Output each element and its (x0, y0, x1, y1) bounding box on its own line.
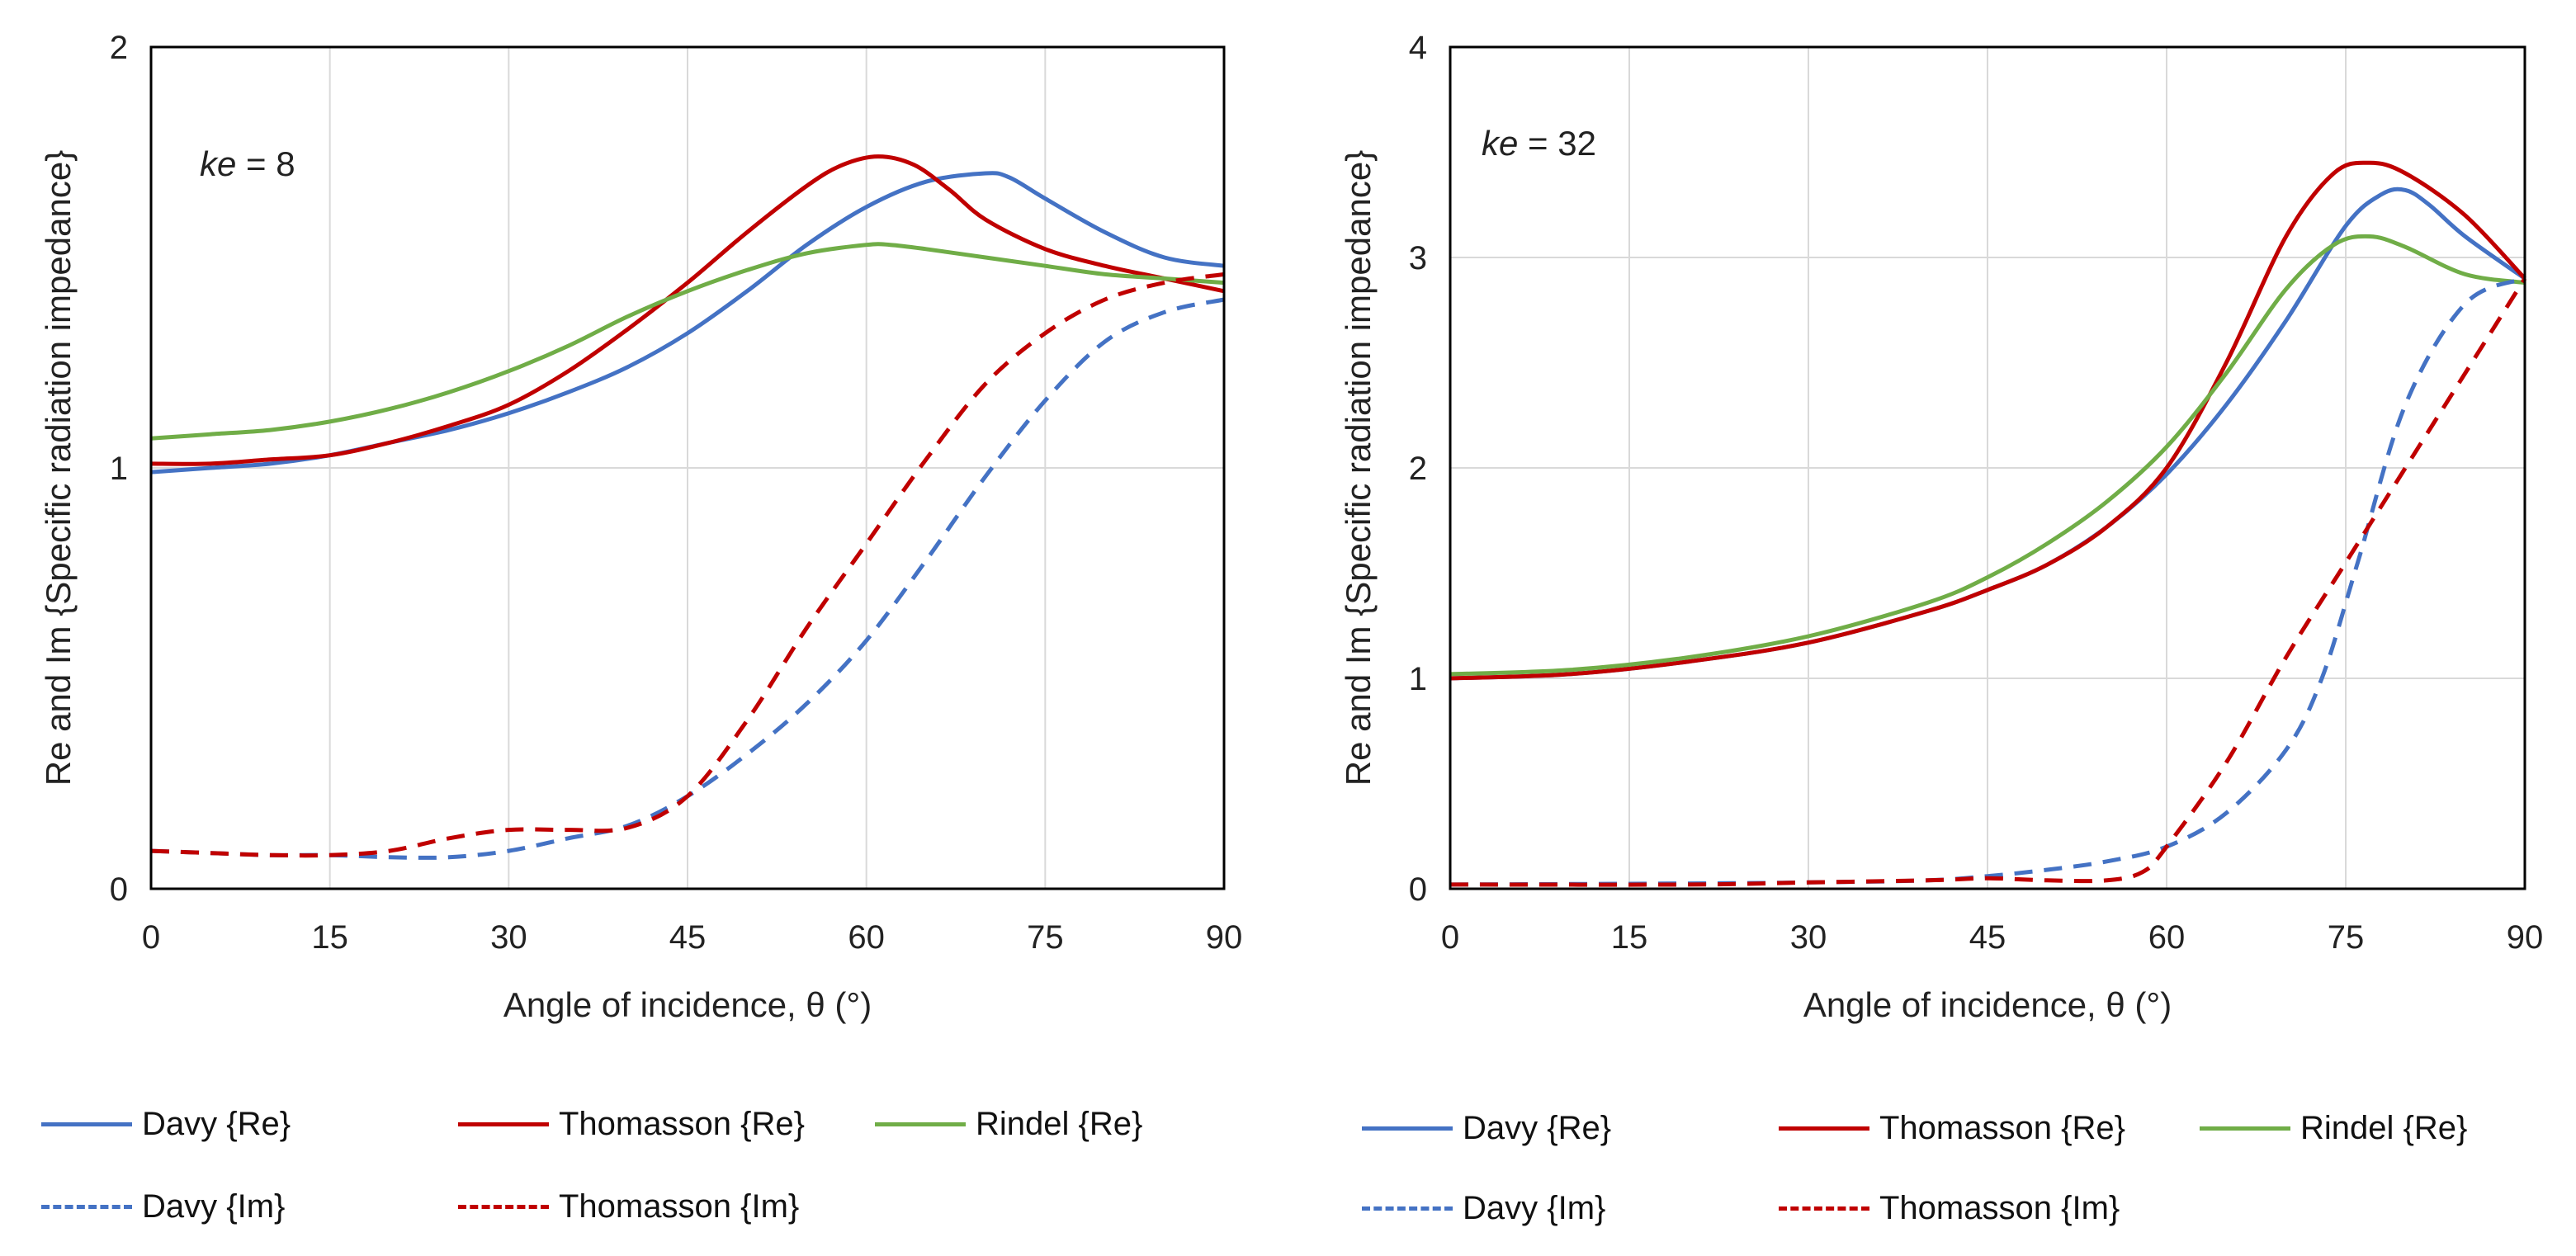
chart-ke8: 0 15 30 45 60 75 90 0 1 2 ke = 8 Angle of incide… (39, 30, 1242, 1024)
legend-swatch-rindel-re (2200, 1126, 2290, 1131)
chart-ke32-x-axis-label: Angle of incidence, θ (°) (1803, 985, 2172, 1024)
chart-ke8-y-tick-labels: 0 1 2 (110, 30, 128, 908)
chart-ke32: 0 15 30 45 60 75 90 0 1 2 3 4 ke = 32 Angle of inc… (1339, 30, 2543, 1024)
legend-item-rindel-re: Rindel {Re} (875, 1106, 1142, 1143)
legend-swatch-davy-re (41, 1122, 132, 1126)
legend-label: Rindel {Re} (976, 1106, 1143, 1142)
legend-item-thomasson-re: Thomasson {Re} (1779, 1110, 2125, 1147)
series-rindel-re (150, 242, 1225, 441)
legend-swatch-davy-im (1362, 1206, 1453, 1211)
y-tick-label: 2 (110, 30, 128, 66)
chart-ke8-plot-frame (149, 45, 1226, 890)
legend-swatch-thomasson-re (1779, 1126, 1869, 1131)
y-tick-label: 3 (1409, 240, 1427, 276)
x-tick-label: 15 (311, 919, 348, 956)
x-tick-label: 30 (490, 919, 527, 956)
x-tick-label: 0 (142, 919, 160, 956)
series-thomasson-im (1449, 277, 2527, 887)
legend-item-davy-im: Davy {Im} (1362, 1190, 1605, 1227)
legend-label: Davy {Re} (1463, 1110, 1612, 1146)
x-tick-label: 15 (1611, 919, 1648, 956)
y-tick-label: 0 (1409, 871, 1427, 908)
legend-swatch-thomasson-re (458, 1122, 549, 1126)
legend-label: Thomasson {Im} (559, 1188, 800, 1225)
chart-ke8-x-tick-labels: 0 15 30 45 60 75 90 (142, 919, 1242, 956)
chart-ke32-y-axis-label: Re and Im {Specific radiation impedance} (1339, 150, 1378, 786)
legend-item-davy-re: Davy {Re} (1362, 1110, 1611, 1147)
chart-ke32-series (1449, 160, 2527, 887)
series-thomasson-re (150, 154, 1225, 466)
x-tick-label: 60 (848, 919, 885, 956)
legend-item-thomasson-re: Thomasson {Re} (458, 1106, 805, 1143)
chart-ke32-plot-frame (1449, 45, 2526, 890)
chart-ke8-y-axis-label: Re and Im {Specific radiation impedance} (39, 150, 78, 786)
legend-item-rindel-re: Rindel {Re} (2200, 1110, 2467, 1147)
chart-ke8-annotation: ke = 8 (200, 144, 295, 183)
legend-item-davy-re: Davy {Re} (41, 1106, 291, 1143)
x-tick-label: 90 (1206, 919, 1243, 956)
x-tick-label: 75 (1027, 919, 1064, 956)
legend-swatch-davy-re (1362, 1126, 1453, 1131)
y-tick-label: 2 (1409, 451, 1427, 487)
chart-ke8-series (150, 154, 1225, 860)
x-tick-label: 75 (2328, 919, 2365, 956)
series-rindel-re (1449, 234, 2526, 677)
chart-ke8-x-axis-label: Angle of incidence, θ (°) (503, 985, 872, 1024)
legend-swatch-thomasson-im (1779, 1206, 1869, 1211)
series-thomasson-re (1449, 160, 2526, 681)
legend-item-thomasson-im: Thomasson {Im} (458, 1188, 799, 1225)
x-tick-label: 60 (2148, 919, 2186, 956)
legend-swatch-rindel-re (875, 1122, 966, 1126)
x-tick-label: 0 (1441, 919, 1459, 956)
chart-ke8-grid (151, 47, 1224, 889)
y-tick-label: 1 (1409, 661, 1427, 697)
legend-swatch-thomasson-im (458, 1205, 549, 1209)
x-tick-label: 45 (1969, 919, 2006, 956)
legend-label: Thomasson {Im} (1879, 1190, 2120, 1226)
legend-label: Davy {Im} (142, 1188, 286, 1225)
chart-ke32-annotation: ke = 32 (1482, 124, 1596, 163)
legend-swatch-davy-im (41, 1205, 132, 1209)
x-tick-label: 45 (669, 919, 707, 956)
legend-label: Rindel {Re} (2300, 1110, 2468, 1146)
legend-label: Thomasson {Re} (559, 1106, 805, 1142)
legend-label: Thomasson {Re} (1879, 1110, 2125, 1146)
x-tick-label: 90 (2507, 919, 2544, 956)
legend-label: Davy {Im} (1463, 1190, 1606, 1226)
y-tick-label: 4 (1409, 30, 1427, 66)
legend-label: Davy {Re} (142, 1106, 291, 1142)
chart-ke32-x-tick-labels: 0 15 30 45 60 75 90 (1441, 919, 2543, 956)
y-tick-label: 1 (110, 451, 128, 487)
chart-ke32-y-tick-labels: 0 1 2 3 4 (1409, 30, 1427, 908)
series-thomasson-im (150, 272, 1225, 858)
chart-ke32-grid (1450, 47, 2525, 889)
x-tick-label: 30 (1790, 919, 1827, 956)
legend-item-thomasson-im: Thomasson {Im} (1779, 1190, 2120, 1227)
legend-item-davy-im: Davy {Im} (41, 1188, 285, 1225)
y-tick-label: 0 (110, 871, 128, 908)
